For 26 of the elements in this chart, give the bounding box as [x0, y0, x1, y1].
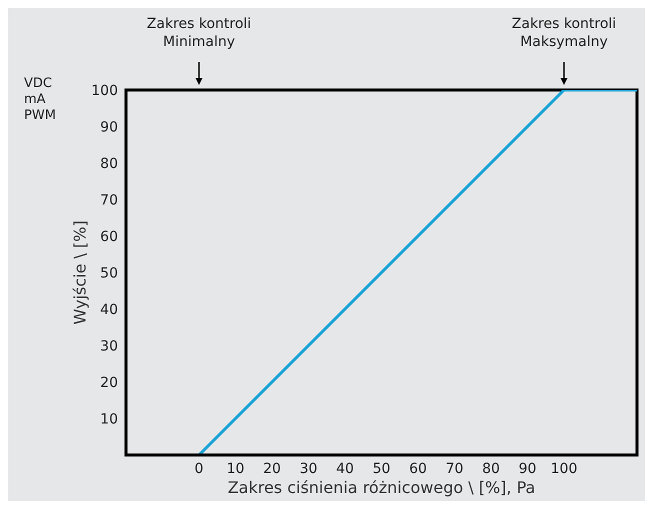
x-tick-label: 100 [550, 460, 578, 477]
y-tick-label: 100 [91, 82, 118, 99]
y-tick-label: 30 [100, 338, 118, 354]
x-tick-label: 40 [336, 460, 354, 477]
x-tick-label: 10 [226, 460, 244, 477]
text: Zakres kontroli Minimalny [146, 16, 252, 50]
y-tick-label: 90 [100, 119, 118, 136]
x-tick-label: 30 [300, 460, 318, 477]
y-tick-label: 80 [100, 156, 118, 172]
x-tick-label: 70 [446, 460, 464, 477]
text: Zakres kontroli Maksymalny [512, 16, 616, 50]
y-tick-label: 20 [100, 374, 118, 391]
x-tick-label: 0 [194, 460, 204, 477]
y-tick-label: 40 [100, 302, 118, 318]
x-tick-label: 50 [372, 460, 390, 477]
x-tick-label: 20 [263, 460, 281, 477]
x-tick-label: 60 [409, 460, 427, 477]
y-tick-label: 10 [100, 411, 118, 428]
y-tick-label: 60 [100, 228, 118, 245]
y-tick-label: 70 [100, 192, 118, 208]
x-tick-label: 80 [482, 460, 500, 477]
text: VDC mA PWM [24, 76, 56, 124]
y-tick-label: 50 [100, 265, 118, 282]
x-tick-label: 90 [518, 460, 536, 477]
y-axis-title: Wyjście \ [%] [70, 220, 90, 325]
x-axis-title: Zakres ciśnienia różnicowego \ [%], Pa [228, 478, 536, 497]
